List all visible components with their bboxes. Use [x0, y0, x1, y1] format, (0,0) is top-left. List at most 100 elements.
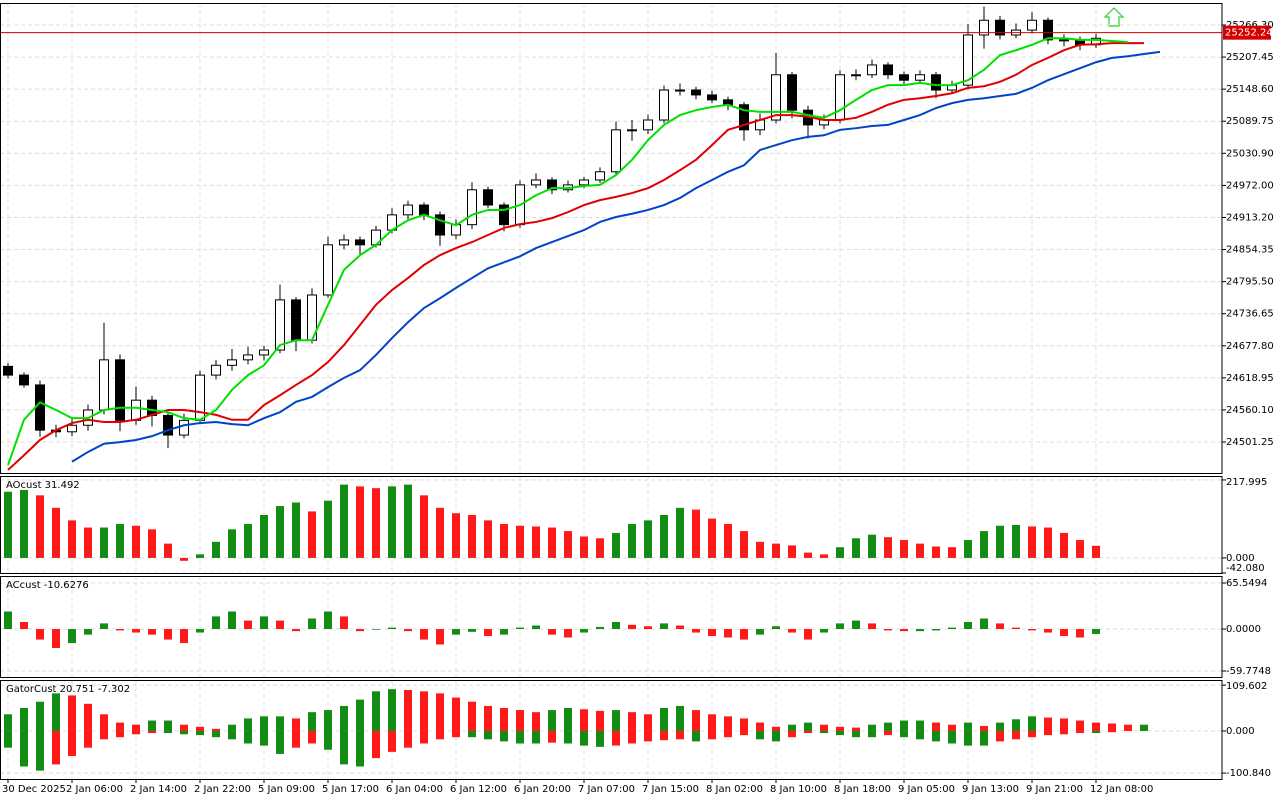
histogram-bar [196, 629, 204, 633]
candle-body [691, 89, 701, 96]
histogram-bar [372, 488, 380, 558]
candle-body [499, 204, 509, 226]
candle-body [675, 89, 685, 92]
histogram-bar [884, 537, 892, 558]
indicator-line [71, 50, 1161, 463]
histogram-bar [1076, 629, 1084, 638]
gator-bar [84, 703, 92, 731]
gator-bar [372, 691, 380, 731]
histogram-bar [644, 626, 652, 630]
x-tick-label: 6 Jan 20:00 [514, 784, 571, 795]
histogram-bar [708, 629, 716, 637]
panel-title: ACcust -10.6276 [6, 580, 89, 591]
candle-body [627, 129, 637, 132]
gator-bar [180, 724, 188, 731]
candle-body [99, 359, 109, 411]
histogram-bar [804, 629, 812, 640]
gator-bar [1124, 724, 1132, 731]
histogram-bar [756, 629, 764, 635]
candle-body [339, 239, 349, 246]
y-tick-label: 25266.30 [1226, 20, 1274, 31]
histogram-bar [740, 531, 748, 558]
histogram-bar [116, 523, 124, 558]
histogram-bar [788, 629, 796, 633]
current-price-box [1223, 25, 1271, 40]
histogram-bar [596, 626, 604, 630]
gator-bar [836, 726, 844, 731]
gator-bar [612, 710, 620, 731]
histogram-bar [228, 529, 236, 558]
y-tick-label: 24913.20 [1226, 212, 1274, 223]
y-tick-label: 0.0000 [1226, 624, 1261, 635]
histogram-bar [20, 489, 28, 558]
panel-title: GatorCust 20.751 -7.302 [6, 684, 130, 695]
histogram-bar [228, 611, 236, 630]
y-tick-label: 25207.45 [1226, 52, 1274, 63]
x-tick-label: 30 Dec 2025 [2, 784, 66, 795]
gator-bar [980, 730, 988, 746]
histogram-bar [68, 520, 76, 558]
gator-bar [996, 730, 1004, 742]
gator-bar [724, 730, 732, 738]
candle-body [3, 365, 13, 376]
gator-bar [852, 727, 860, 731]
histogram-bar [628, 624, 636, 630]
x-tick-label: 9 Jan 05:00 [898, 784, 955, 795]
histogram-bar [212, 616, 220, 630]
candle-body [547, 179, 557, 191]
histogram-bar [36, 629, 44, 640]
histogram-bar [468, 629, 476, 632]
x-tick-label: 8 Jan 02:00 [706, 784, 763, 795]
gator-bar [52, 693, 60, 731]
histogram-bar [980, 531, 988, 558]
histogram-bar [516, 627, 524, 630]
candle-body [915, 74, 925, 81]
histogram-bar [1076, 540, 1084, 558]
gator-bar [260, 730, 268, 746]
y-tick-label: 24501.25 [1226, 437, 1274, 448]
histogram-bar [692, 629, 700, 633]
histogram-bar [548, 629, 556, 635]
gator-bar [564, 707, 572, 731]
gator-bar [276, 716, 284, 731]
gator-bar [1028, 716, 1036, 731]
gator-bar [964, 722, 972, 731]
histogram-bar [100, 623, 108, 630]
candle-body [1059, 39, 1069, 42]
gator-bar [372, 730, 380, 759]
histogram-bar [436, 629, 444, 645]
gator-bar [644, 714, 652, 731]
gator-bar [1012, 730, 1020, 740]
candle-body [787, 74, 797, 111]
panel-frame [0, 680, 1223, 780]
histogram-bar [52, 629, 60, 648]
x-tick-label: 9 Jan 13:00 [962, 784, 1019, 795]
candle-body [995, 19, 1005, 36]
gator-bar [468, 730, 476, 738]
candle-body [323, 244, 333, 296]
gator-bar [164, 730, 172, 734]
y-tick-label: -42.080 [1226, 563, 1265, 574]
histogram-bar [436, 507, 444, 558]
gator-bar [1060, 730, 1068, 735]
histogram-bar [292, 629, 300, 632]
gator-bar [980, 725, 988, 731]
gator-bar [36, 701, 44, 731]
histogram-bar [340, 616, 348, 630]
gator-bar [804, 730, 812, 734]
candle-body [163, 414, 173, 436]
histogram-bar [84, 527, 92, 558]
gator-bar [164, 720, 172, 731]
gator-bar [852, 730, 860, 738]
gator-bar [644, 730, 652, 742]
histogram-bar [52, 507, 60, 558]
candle-body [67, 424, 77, 433]
gator-bar [244, 730, 252, 744]
candle-body [131, 399, 141, 421]
gator-bar [1092, 730, 1100, 734]
gator-bar [324, 730, 332, 750]
gator-bar [596, 730, 604, 747]
y-tick-label: 109.602 [1226, 681, 1267, 692]
gator-bar [964, 730, 972, 746]
histogram-bar [772, 543, 780, 558]
